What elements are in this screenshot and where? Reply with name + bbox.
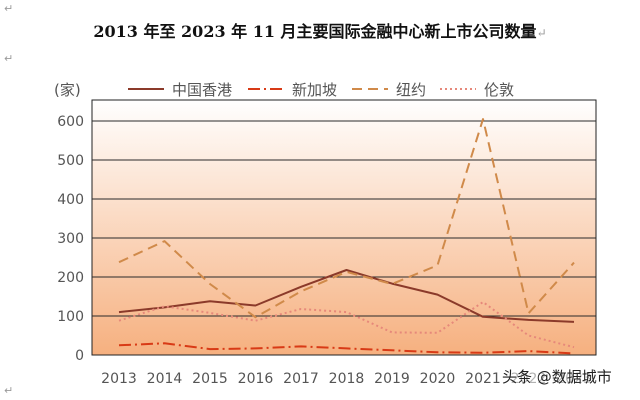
y-tick-label: 400: [57, 192, 84, 208]
y-tick-label: 300: [57, 231, 84, 247]
plot-area: [91, 99, 597, 356]
y-tick-label: 100: [57, 309, 84, 325]
x-tick-label: 2021: [465, 371, 501, 387]
x-tick-label: 2016: [238, 371, 274, 387]
series-line: [118, 301, 575, 349]
legend-label: 纽约: [396, 81, 426, 99]
paragraph-mark: ↵: [536, 26, 547, 40]
x-tick-label: 2019: [374, 371, 410, 387]
paragraph-mark: ↵: [4, 52, 14, 65]
chart-title-row: 2013 年至 2023 年 11 月主要国际金融中心新上市公司数量↵: [0, 18, 640, 42]
x-tick-label: 2014: [147, 371, 183, 387]
series-line: [118, 269, 575, 323]
x-tick-label: 2020: [420, 371, 456, 387]
x-tick-label: 2018: [329, 371, 365, 387]
y-tick-label: 0: [75, 348, 84, 364]
x-tick-label: 2015: [192, 371, 228, 387]
paragraph-mark: ↵: [4, 384, 14, 397]
y-tick-label: 200: [57, 270, 84, 286]
legend-label: 中国香港: [172, 81, 232, 99]
x-tick-label: 2013: [101, 371, 137, 387]
legend-label: 新加坡: [292, 81, 337, 99]
series-line: [118, 342, 575, 355]
y-tick-label: 500: [57, 153, 84, 169]
legend-label: 伦敦: [484, 81, 514, 99]
x-tick-label: 2017: [283, 371, 319, 387]
chart-title: 2013 年至 2023 年 11 月主要国际金融中心新上市公司数量: [93, 22, 537, 41]
source-watermark: 头条 @数据城市: [500, 366, 614, 387]
paragraph-mark: ↵: [4, 2, 14, 15]
y-tick-label: 600: [57, 114, 84, 130]
y-axis-unit-label: (家): [54, 81, 81, 99]
